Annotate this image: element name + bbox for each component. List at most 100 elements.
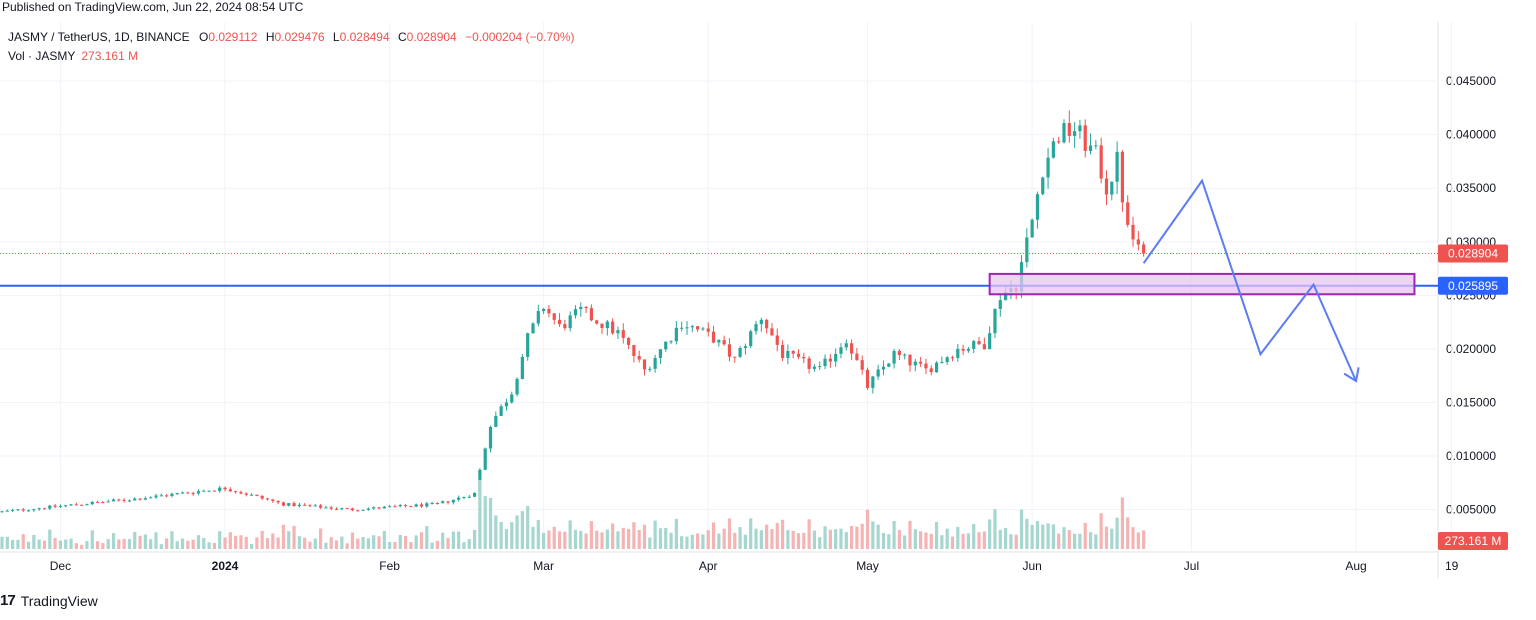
candle-body: [138, 498, 142, 500]
candle-body: [297, 504, 301, 507]
candle-body: [170, 493, 174, 496]
candle-body: [1003, 292, 1008, 301]
volume-bar: [329, 537, 333, 549]
candle-body: [871, 376, 875, 388]
symbol-label[interactable]: JASMY / TetherUS, 1D, BINANCE: [8, 30, 190, 44]
candle-body: [961, 348, 965, 351]
volume-bar: [743, 534, 747, 549]
volume-bar: [340, 536, 344, 549]
candle-body: [223, 487, 227, 490]
candle-body: [1062, 123, 1066, 143]
candle-body: [1073, 131, 1077, 136]
support-zone-rect[interactable]: [988, 272, 1416, 296]
candle-body: [1057, 141, 1061, 143]
candle-body: [21, 509, 25, 511]
candle-body: [929, 368, 933, 373]
volume-bar: [510, 522, 514, 549]
volume-bar: [430, 542, 434, 549]
candle-body: [924, 363, 928, 369]
volume-bar: [812, 530, 817, 549]
candle-body: [1099, 145, 1103, 179]
volume-bar: [711, 522, 716, 549]
volume-tag: [1438, 532, 1508, 550]
candle-body: [191, 493, 195, 495]
candle-body: [892, 350, 896, 364]
candle-body: [287, 503, 291, 506]
volume-bar: [913, 529, 917, 549]
price-tick-label: 0.020000: [1446, 342, 1496, 356]
volume-label[interactable]: Vol · JASMY: [8, 49, 76, 63]
volume-bar: [403, 535, 408, 549]
volume-bar: [483, 496, 487, 549]
candle-body: [865, 369, 870, 388]
volume-bar: [727, 518, 732, 549]
volume-bar: [871, 521, 875, 549]
candle-body: [531, 323, 535, 334]
candle-body: [823, 358, 827, 367]
volume-bar: [244, 536, 248, 549]
volume-bar: [701, 534, 705, 549]
volume-bar: [648, 537, 652, 549]
volume-bar: [462, 542, 466, 549]
tradingview-logo[interactable]: 17 TradingView: [0, 592, 98, 609]
volume-bar: [526, 506, 530, 549]
volume-bar: [977, 532, 981, 549]
time-tick-label: May: [856, 559, 879, 573]
candle-body: [669, 341, 673, 343]
candle-body: [180, 492, 185, 494]
candle-body: [903, 354, 907, 356]
volume-bar: [414, 535, 418, 549]
candle-body: [1025, 237, 1029, 263]
candle-body: [419, 504, 424, 507]
candle-body: [74, 504, 78, 506]
volume-bar: [451, 531, 455, 549]
volume-bar: [1136, 532, 1140, 549]
candle-body: [844, 343, 848, 348]
volume-bar: [249, 543, 254, 549]
volume-bar: [85, 540, 89, 549]
volume-bar: [37, 539, 41, 549]
volume-bar: [446, 537, 450, 549]
volume-bar: [966, 533, 971, 549]
volume-bar: [998, 529, 1002, 549]
volume-bar: [276, 537, 280, 549]
volume-bar: [765, 524, 769, 549]
candle-body: [1083, 125, 1087, 151]
candle-body: [58, 505, 63, 507]
candle-body: [101, 502, 105, 504]
volume-bar: [924, 532, 928, 549]
candle-body: [16, 509, 20, 511]
candle-body: [0, 511, 4, 513]
volume-bar: [111, 533, 116, 549]
volume-bar: [393, 541, 397, 549]
volume-bar: [419, 532, 424, 549]
candle-body: [1126, 202, 1130, 225]
candle-body: [32, 509, 36, 511]
volume-bar: [1019, 509, 1024, 549]
volume-bar: [573, 529, 578, 549]
volume-bar: [292, 525, 296, 549]
candle-body: [69, 504, 73, 506]
volume-bar: [287, 531, 291, 549]
candle-body: [913, 361, 917, 366]
projection-path[interactable]: [1142, 178, 1357, 382]
volume-bar: [69, 538, 73, 549]
volume-bar: [117, 539, 121, 549]
volume-bar: [807, 519, 811, 549]
volume-bar: [680, 536, 684, 549]
volume-bar: [1110, 528, 1114, 549]
candle-body: [1136, 239, 1140, 245]
candle-body: [950, 357, 955, 359]
price-tick-label: 0.005000: [1446, 503, 1496, 517]
volume-bar: [1051, 524, 1055, 549]
candle-body: [409, 506, 413, 508]
volume-bar: [972, 523, 976, 549]
volume-bar: [579, 530, 583, 549]
candle-body: [5, 510, 9, 512]
candle-body: [855, 353, 859, 361]
candle-body: [228, 489, 232, 492]
volume-bar: [595, 530, 599, 549]
candle-body: [393, 506, 397, 508]
volume-bar: [0, 536, 4, 549]
